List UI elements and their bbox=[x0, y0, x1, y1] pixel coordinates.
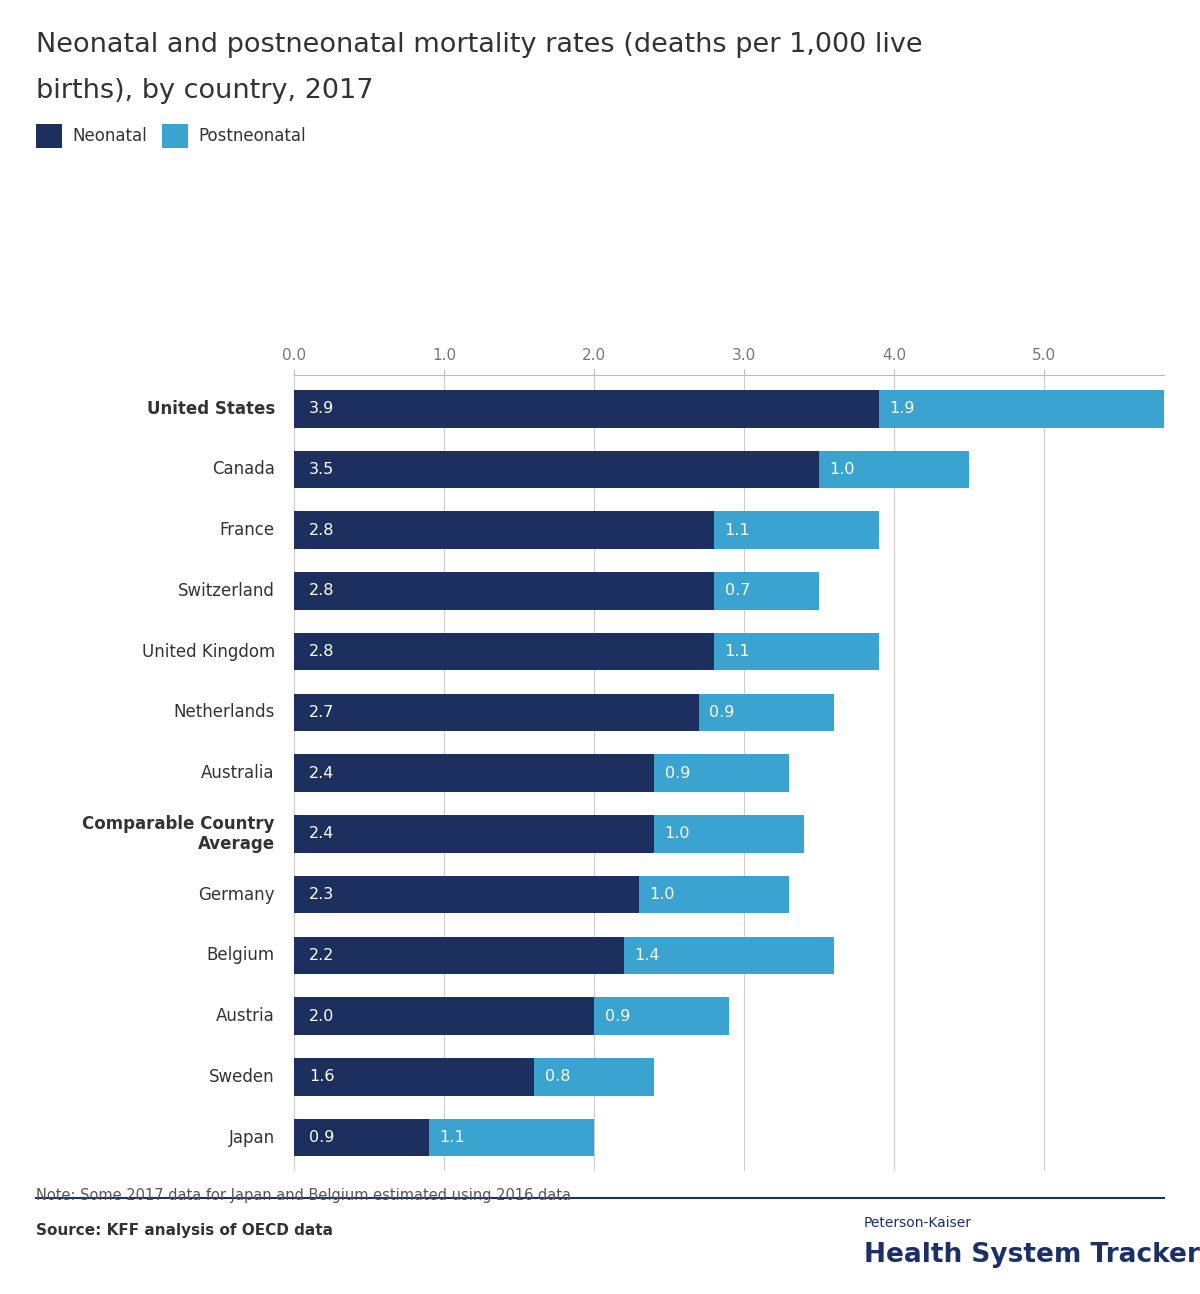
Text: Australia: Australia bbox=[202, 765, 275, 782]
Text: United Kingdom: United Kingdom bbox=[142, 643, 275, 661]
Text: Postneonatal: Postneonatal bbox=[198, 127, 306, 145]
Text: 0.8: 0.8 bbox=[545, 1069, 570, 1084]
Text: 2.2: 2.2 bbox=[310, 949, 335, 963]
Text: 1.1: 1.1 bbox=[725, 523, 750, 538]
Text: 3.5: 3.5 bbox=[310, 462, 335, 477]
Text: 2.4: 2.4 bbox=[310, 766, 335, 780]
Text: Source: KFF analysis of OECD data: Source: KFF analysis of OECD data bbox=[36, 1223, 334, 1238]
Bar bbox=[294, 1119, 430, 1157]
Bar bbox=[294, 633, 714, 670]
Bar bbox=[294, 1058, 534, 1096]
Bar bbox=[878, 389, 1164, 427]
Text: Neonatal and postneonatal mortality rates (deaths per 1,000 live: Neonatal and postneonatal mortality rate… bbox=[36, 32, 923, 58]
Text: 1.6: 1.6 bbox=[310, 1069, 335, 1084]
Text: Note: Some 2017 data for Japan and Belgium estimated using 2016 data: Note: Some 2017 data for Japan and Belgi… bbox=[36, 1188, 571, 1203]
Bar bbox=[294, 937, 624, 974]
Text: Health System Tracker: Health System Tracker bbox=[864, 1242, 1200, 1268]
Text: 2.3: 2.3 bbox=[310, 888, 335, 902]
Text: 0.9: 0.9 bbox=[605, 1008, 630, 1024]
Text: Sweden: Sweden bbox=[209, 1068, 275, 1086]
Text: Canada: Canada bbox=[212, 461, 275, 479]
Bar bbox=[294, 694, 698, 731]
Text: 0.9: 0.9 bbox=[709, 705, 734, 719]
Text: 1.1: 1.1 bbox=[725, 644, 750, 659]
Text: Switzerland: Switzerland bbox=[178, 582, 275, 600]
Text: 2.8: 2.8 bbox=[310, 584, 335, 598]
Text: 1.9: 1.9 bbox=[889, 401, 916, 417]
Text: 2.8: 2.8 bbox=[310, 644, 335, 659]
Text: 2.4: 2.4 bbox=[310, 827, 335, 841]
Text: Germany: Germany bbox=[198, 885, 275, 903]
Text: 2.8: 2.8 bbox=[310, 523, 335, 538]
Bar bbox=[294, 572, 714, 609]
Text: 2.0: 2.0 bbox=[310, 1008, 335, 1024]
Bar bbox=[430, 1119, 594, 1157]
Text: 0.9: 0.9 bbox=[665, 766, 690, 780]
Bar bbox=[294, 511, 714, 549]
Bar bbox=[714, 572, 818, 609]
Bar bbox=[294, 815, 654, 853]
Text: 1.4: 1.4 bbox=[635, 949, 660, 963]
Bar bbox=[294, 754, 654, 792]
Text: 1.0: 1.0 bbox=[665, 827, 690, 841]
Text: 1.0: 1.0 bbox=[649, 888, 674, 902]
Text: births), by country, 2017: births), by country, 2017 bbox=[36, 78, 373, 104]
Bar bbox=[294, 389, 878, 427]
Text: Belgium: Belgium bbox=[206, 946, 275, 964]
Text: Neonatal: Neonatal bbox=[72, 127, 146, 145]
Text: Japan: Japan bbox=[229, 1128, 275, 1146]
Text: 0.7: 0.7 bbox=[725, 584, 750, 598]
Bar bbox=[698, 694, 834, 731]
Text: 2.7: 2.7 bbox=[310, 705, 335, 719]
Bar bbox=[294, 876, 640, 914]
Bar bbox=[534, 1058, 654, 1096]
Text: 1.1: 1.1 bbox=[439, 1130, 466, 1145]
Text: Austria: Austria bbox=[216, 1007, 275, 1025]
Text: 1.0: 1.0 bbox=[829, 462, 854, 477]
Bar bbox=[624, 937, 834, 974]
Bar bbox=[594, 998, 730, 1035]
Text: Netherlands: Netherlands bbox=[174, 704, 275, 722]
Bar bbox=[654, 754, 790, 792]
Bar bbox=[294, 450, 818, 488]
Text: United States: United States bbox=[146, 400, 275, 418]
Text: Peterson-Kaiser: Peterson-Kaiser bbox=[864, 1216, 972, 1231]
Text: France: France bbox=[220, 521, 275, 540]
Bar bbox=[640, 876, 790, 914]
Bar bbox=[818, 450, 970, 488]
Bar bbox=[294, 998, 594, 1035]
Bar bbox=[714, 633, 878, 670]
Bar bbox=[714, 511, 878, 549]
Text: Comparable Country
Average: Comparable Country Average bbox=[83, 814, 275, 853]
Text: 0.9: 0.9 bbox=[310, 1130, 335, 1145]
Text: 3.9: 3.9 bbox=[310, 401, 335, 417]
Bar bbox=[654, 815, 804, 853]
